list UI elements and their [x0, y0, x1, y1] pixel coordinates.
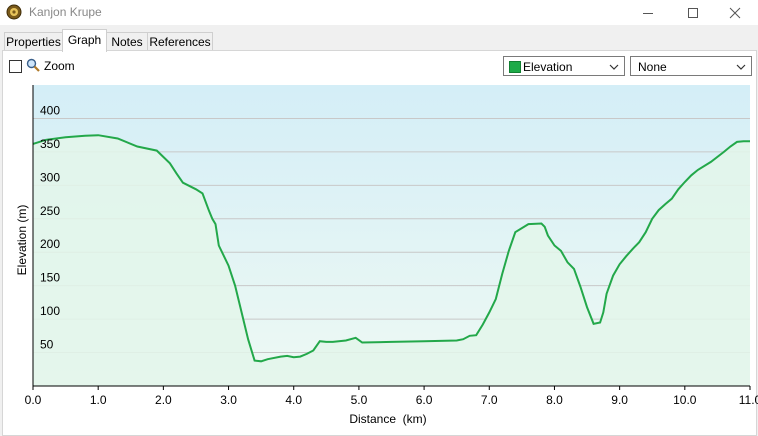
- series-select[interactable]: Elevation: [503, 56, 625, 76]
- magnifier-icon: [26, 58, 40, 72]
- x-tick-label: 2.0: [155, 393, 172, 407]
- close-button[interactable]: [712, 0, 758, 25]
- x-tick-label: 3.0: [220, 393, 237, 407]
- compare-select[interactable]: None: [630, 56, 752, 76]
- zoom-label: Zoom: [44, 59, 75, 73]
- y-tick-label: 150: [40, 271, 60, 285]
- elevation-area: [33, 135, 750, 386]
- x-axis-label: Distance (km): [349, 412, 426, 426]
- x-tick-label: 11.0: [739, 393, 758, 407]
- minimize-icon: [643, 12, 653, 14]
- zoom-checkbox[interactable]: [9, 60, 22, 73]
- chevron-down-icon: [736, 64, 746, 70]
- window-title: Kanjon Krupe: [29, 5, 102, 19]
- compare-select-value: None: [638, 60, 667, 74]
- y-tick-label: 50: [40, 338, 54, 352]
- tick-labels: 50 100 150 200 250 300 350 400 0.0 1.0 2.0 3.0 4.0 5.…: [25, 103, 758, 407]
- x-tick-label: 10.0: [673, 393, 697, 407]
- series-select-value: Elevation: [523, 60, 573, 74]
- y-tick-label: 400: [40, 103, 60, 117]
- tab-graph[interactable]: Graph: [62, 29, 107, 52]
- y-tick-label: 250: [40, 204, 60, 218]
- tab-references[interactable]: References: [147, 32, 213, 51]
- tab-strip: Properties Graph Notes References: [0, 25, 758, 52]
- maximize-icon: [688, 7, 698, 18]
- y-axis-label: Elevation (m): [15, 205, 29, 276]
- title-bar: Kanjon Krupe: [0, 0, 758, 25]
- x-tick-label: 4.0: [285, 393, 302, 407]
- y-tick-label: 350: [40, 137, 60, 151]
- series-color-swatch: [509, 61, 521, 73]
- minimize-button[interactable]: [625, 0, 671, 25]
- elevation-line: [32, 134, 750, 363]
- maximize-button[interactable]: [670, 0, 716, 25]
- app-icon: [6, 4, 22, 20]
- axes: [32, 85, 750, 387]
- x-tick-label: 7.0: [481, 393, 498, 407]
- y-tick-label: 200: [40, 237, 60, 251]
- chevron-down-icon: [609, 64, 619, 70]
- close-icon: [729, 7, 741, 18]
- x-tick-label: 1.0: [90, 393, 107, 407]
- y-tick-label: 300: [40, 170, 60, 184]
- x-tick-label: 8.0: [546, 393, 563, 407]
- x-tick-label: 6.0: [416, 393, 433, 407]
- x-tick-label: 5.0: [351, 393, 368, 407]
- y-tick-label: 100: [40, 304, 60, 318]
- x-tick-label: 9.0: [611, 393, 628, 407]
- x-tick-label: 0.0: [25, 393, 42, 407]
